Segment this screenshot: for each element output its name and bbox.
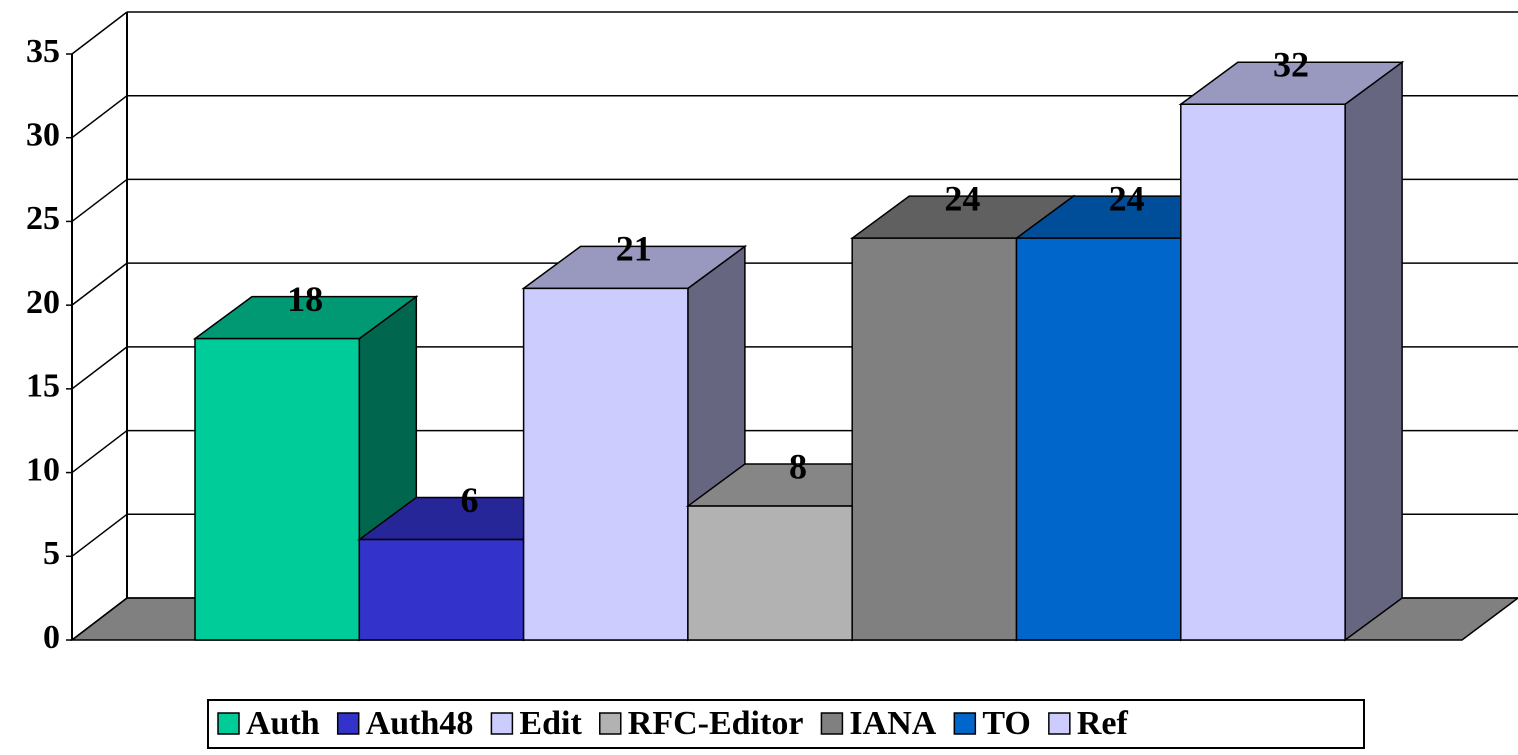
- y-tick-label: 15: [26, 368, 60, 405]
- y-tick-label: 25: [26, 200, 60, 237]
- value-label: 8: [789, 446, 807, 486]
- legend-label: Auth48: [366, 705, 474, 742]
- bar: [522, 287, 689, 641]
- grid-line: [71, 11, 128, 55]
- y-tick-label: 20: [26, 284, 60, 321]
- value-label: 32: [1273, 44, 1309, 84]
- y-tick-label: 10: [26, 451, 60, 488]
- legend-swatch: [217, 712, 240, 735]
- legend-label: TO: [982, 705, 1031, 742]
- bar-side: [1344, 60, 1403, 642]
- legend-label: Edit: [519, 705, 582, 742]
- bar: [1180, 103, 1346, 641]
- value-label: 6: [460, 480, 478, 520]
- legend-swatch: [1048, 712, 1071, 735]
- legend-label: Auth: [246, 705, 320, 742]
- grid-line: [71, 597, 128, 641]
- legend-label: RFC-Editor: [628, 705, 804, 742]
- y-tick-label: 30: [26, 117, 60, 154]
- legend-label: IANA: [849, 705, 936, 742]
- grid-line: [71, 262, 128, 306]
- legend: [207, 699, 1365, 749]
- value-label: 18: [287, 279, 323, 319]
- legend-swatch: [336, 712, 360, 735]
- bar: [194, 337, 361, 641]
- grid-line: [71, 346, 128, 390]
- legend-swatch: [953, 712, 977, 735]
- grid-line: [71, 178, 128, 223]
- legend-swatch: [820, 712, 844, 735]
- grid-line: [71, 429, 128, 474]
- bar: [687, 505, 853, 641]
- bar: [1015, 237, 1182, 641]
- value-label: 21: [616, 229, 652, 269]
- grid-line: [71, 513, 128, 557]
- value-label: 24: [944, 178, 980, 218]
- y-tick-label: 0: [43, 619, 60, 656]
- bar: [851, 237, 1018, 641]
- y-tick-label: 5: [43, 535, 60, 572]
- value-label: 24: [1109, 178, 1145, 218]
- legend-swatch: [490, 712, 514, 735]
- grid-line: [71, 95, 128, 139]
- legend-label: Ref: [1077, 705, 1129, 742]
- y-tick-label: 35: [26, 33, 60, 70]
- bar: [358, 538, 525, 641]
- legend-swatch: [599, 712, 622, 735]
